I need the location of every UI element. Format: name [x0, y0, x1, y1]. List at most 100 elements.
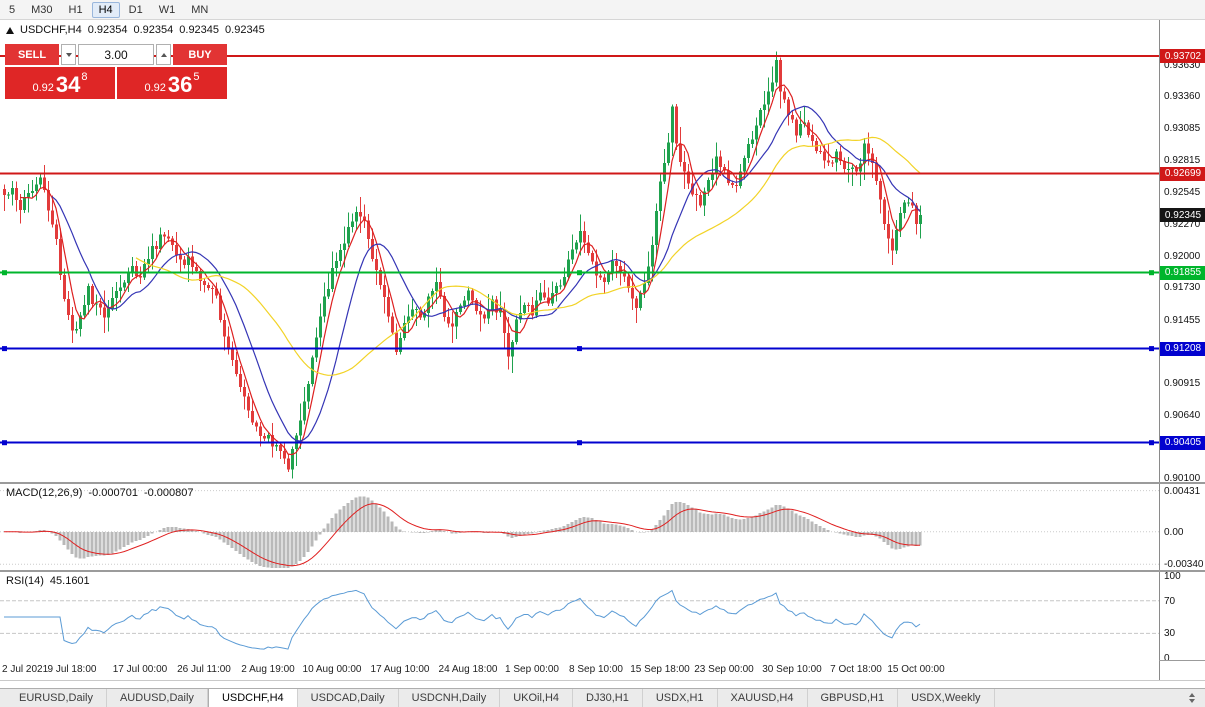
- time-axis-label: 2 Jul 2021: [2, 664, 49, 675]
- timeframe-button-w1[interactable]: W1: [158, 3, 176, 16]
- current-price-badge: 0.92345: [1160, 208, 1205, 223]
- rsi-name: RSI(14): [6, 575, 44, 587]
- volume-increase-button[interactable]: [156, 44, 171, 65]
- ohlc-high: 0.92354: [133, 24, 174, 36]
- chart-tab-usdcad-daily[interactable]: USDCAD,Daily: [298, 689, 399, 707]
- price-axis-label: 0.90640: [1164, 410, 1201, 422]
- macd-pane[interactable]: MACD(12,26,9) -0.000701 -0.000807: [0, 484, 1159, 570]
- time-axis-label: 15 Sep 18:00: [630, 664, 690, 675]
- ohlc-close: 0.92345: [225, 24, 265, 36]
- line-handle[interactable]: [2, 440, 7, 446]
- chart-tab-ukoil-h4[interactable]: UKOil,H4: [500, 689, 574, 707]
- time-axis-label: 8 Sep 10:00: [569, 664, 623, 675]
- chart-tab-dj30-h1[interactable]: DJ30,H1: [573, 689, 643, 707]
- price-axis-label: 0.92000: [1164, 250, 1201, 262]
- time-axis-label: 2 Aug 19:00: [241, 664, 295, 675]
- line-handle[interactable]: [1149, 346, 1154, 352]
- price-axis-label: 0.90100: [1164, 473, 1201, 485]
- line-handle[interactable]: [577, 440, 582, 446]
- time-axis-label: 24 Aug 18:00: [438, 664, 498, 675]
- chart-tab-audusd-daily[interactable]: AUDUSD,Daily: [107, 689, 208, 707]
- volume-input[interactable]: [78, 44, 154, 65]
- line-handle[interactable]: [2, 270, 7, 276]
- line-handle[interactable]: [577, 270, 582, 276]
- rsi-pane[interactable]: RSI(14) 45.1601: [0, 572, 1159, 660]
- price-axis[interactable]: 0.93630 0.93360 0.93085 0.92815 0.92545 0.922…: [1159, 20, 1205, 680]
- line-handle[interactable]: [2, 346, 7, 352]
- macd-canvas[interactable]: [0, 484, 1159, 570]
- chart-tab-usdx-h1[interactable]: USDX,H1: [643, 689, 718, 707]
- pane-splitter-rsi[interactable]: [0, 570, 1205, 572]
- rsi-canvas[interactable]: [0, 572, 1159, 660]
- ma-34-line: [135, 136, 921, 376]
- macd-name: MACD(12,26,9): [6, 487, 83, 499]
- timeframe-button-5[interactable]: 5: [9, 3, 16, 16]
- rsi-value: 45.1601: [49, 575, 90, 587]
- tab-scroll-button[interactable]: [1185, 689, 1199, 707]
- timeframe-button-mn[interactable]: MN: [191, 3, 209, 16]
- one-click-trading-widget: SELL BUY 0.92 34 8 0.92 36 5: [5, 44, 227, 99]
- price-axis-label: 0.93630: [1164, 59, 1201, 71]
- chart-tab-xauusd-h4[interactable]: XAUUSD,H4: [718, 689, 808, 707]
- chart-tab-gbpusd-h1[interactable]: GBPUSD,H1: [808, 689, 899, 707]
- chart-tab-eurusd-daily[interactable]: EURUSD,Daily: [6, 689, 107, 707]
- line-handle[interactable]: [1149, 440, 1154, 446]
- chart-tab-usdcnh-daily[interactable]: USDCNH,Daily: [399, 689, 501, 707]
- price-axis-label: 0.92270: [1164, 219, 1201, 231]
- line-handle[interactable]: [1149, 270, 1154, 276]
- macd-axis-label: 0.00431: [1164, 485, 1201, 497]
- rsi-axis-label: 30: [1164, 628, 1176, 640]
- time-axis-label: 10 Aug 00:00: [302, 664, 362, 675]
- price-axis-label: 0.92815: [1164, 155, 1201, 167]
- sell-price-pip: 8: [81, 71, 88, 83]
- sell-button[interactable]: SELL: [5, 44, 59, 65]
- timeframe-button-d1[interactable]: D1: [128, 3, 143, 16]
- sell-price-big: 34: [55, 72, 81, 97]
- scroll-up-icon: [1189, 693, 1195, 697]
- price-line-badge: 0.92699: [1160, 166, 1205, 181]
- rsi-line: [4, 589, 921, 650]
- sell-price-display[interactable]: 0.92 34 8: [5, 67, 115, 99]
- timeframe-button-m30[interactable]: M30: [31, 3, 53, 16]
- line-handle[interactable]: [577, 346, 582, 352]
- rsi-axis-label: 70: [1164, 595, 1176, 607]
- timeframe-button-h1[interactable]: H1: [68, 3, 83, 16]
- timeframe-toolbar: 5 M30 H1 H4 D1 W1 MN: [0, 0, 1205, 20]
- tab-bar-tabs: EURUSD,Daily AUDUSD,Daily USDCHF,H4 USDCAD,…: [6, 689, 995, 707]
- buy-button[interactable]: BUY: [173, 44, 227, 65]
- price-line-badge: 0.91855: [1160, 265, 1205, 280]
- macd-label: MACD(12,26,9) -0.000701 -0.000807: [6, 487, 194, 499]
- macd-value-signal: -0.000807: [143, 487, 194, 499]
- chart-tab-bar: EURUSD,Daily AUDUSD,Daily USDCHF,H4 USDCAD,…: [0, 688, 1205, 707]
- time-axis-label: 17 Aug 10:00: [370, 664, 430, 675]
- main-chart-pane[interactable]: USDCHF,H4 0.92354 0.92354 0.92345 0.9234…: [0, 20, 1159, 482]
- macd-axis-label: -0.00340: [1164, 559, 1204, 571]
- time-axis-label: 15 Oct 00:00: [887, 664, 945, 675]
- candles: [3, 51, 922, 479]
- buy-price-display[interactable]: 0.92 36 5: [117, 67, 227, 99]
- time-axis-label: 9 Jul 18:00: [47, 664, 97, 675]
- time-axis[interactable]: 2 Jul 2021 9 Jul 18:00 17 Jul 00:00 26 Jul …: [0, 660, 1159, 680]
- timeframe-button-h4[interactable]: H4: [91, 1, 120, 18]
- ma-13-line: [51, 105, 921, 442]
- bottom-strip: [0, 680, 1205, 688]
- time-axis-label: 30 Sep 10:00: [762, 664, 822, 675]
- price-axis-label: 0.91730: [1164, 282, 1201, 294]
- time-axis-label: 26 Jul 11:00: [177, 664, 231, 675]
- time-axis-label: 17 Jul 00:00: [112, 664, 168, 675]
- price-chart-canvas[interactable]: [0, 20, 1159, 482]
- pane-splitter-macd[interactable]: [0, 482, 1205, 484]
- volume-decrease-button[interactable]: [61, 44, 76, 65]
- buy-price-pip: 5: [193, 71, 200, 83]
- chart-symbol: USDCHF,H4: [20, 24, 82, 36]
- time-axis-label: 1 Sep 00:00: [505, 664, 559, 675]
- rsi-axis-label: 100: [1164, 571, 1181, 583]
- price-axis-label: 0.91455: [1164, 314, 1201, 326]
- time-axis-label: 23 Sep 00:00: [694, 664, 754, 675]
- macd-histogram: [10, 496, 922, 569]
- chart-tab-usdchf-h4[interactable]: USDCHF,H4: [207, 689, 298, 707]
- chart-tab-usdx-weekly[interactable]: USDX,Weekly: [898, 689, 995, 707]
- macd-signal-line: [4, 503, 921, 567]
- ohlc-low: 0.92345: [179, 24, 220, 36]
